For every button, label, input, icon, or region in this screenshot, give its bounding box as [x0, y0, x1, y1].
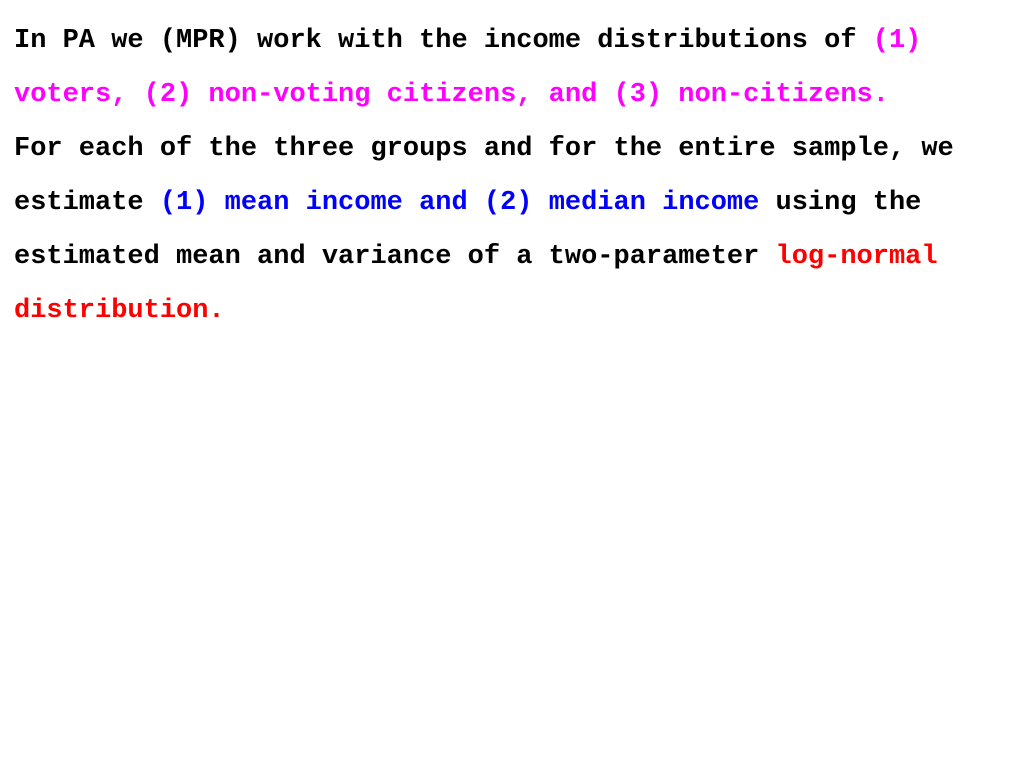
slide-body: In PA we (MPR) work with the income dist…	[0, 0, 1024, 768]
paragraph-2: For each of the three groups and for the…	[14, 122, 1014, 338]
p1-text-intro: In PA we (MPR) work with the income dist…	[14, 26, 873, 56]
p2-text-measures: (1) mean income and (2) median income	[160, 188, 760, 218]
paragraph-1: In PA we (MPR) work with the income dist…	[14, 14, 1014, 122]
